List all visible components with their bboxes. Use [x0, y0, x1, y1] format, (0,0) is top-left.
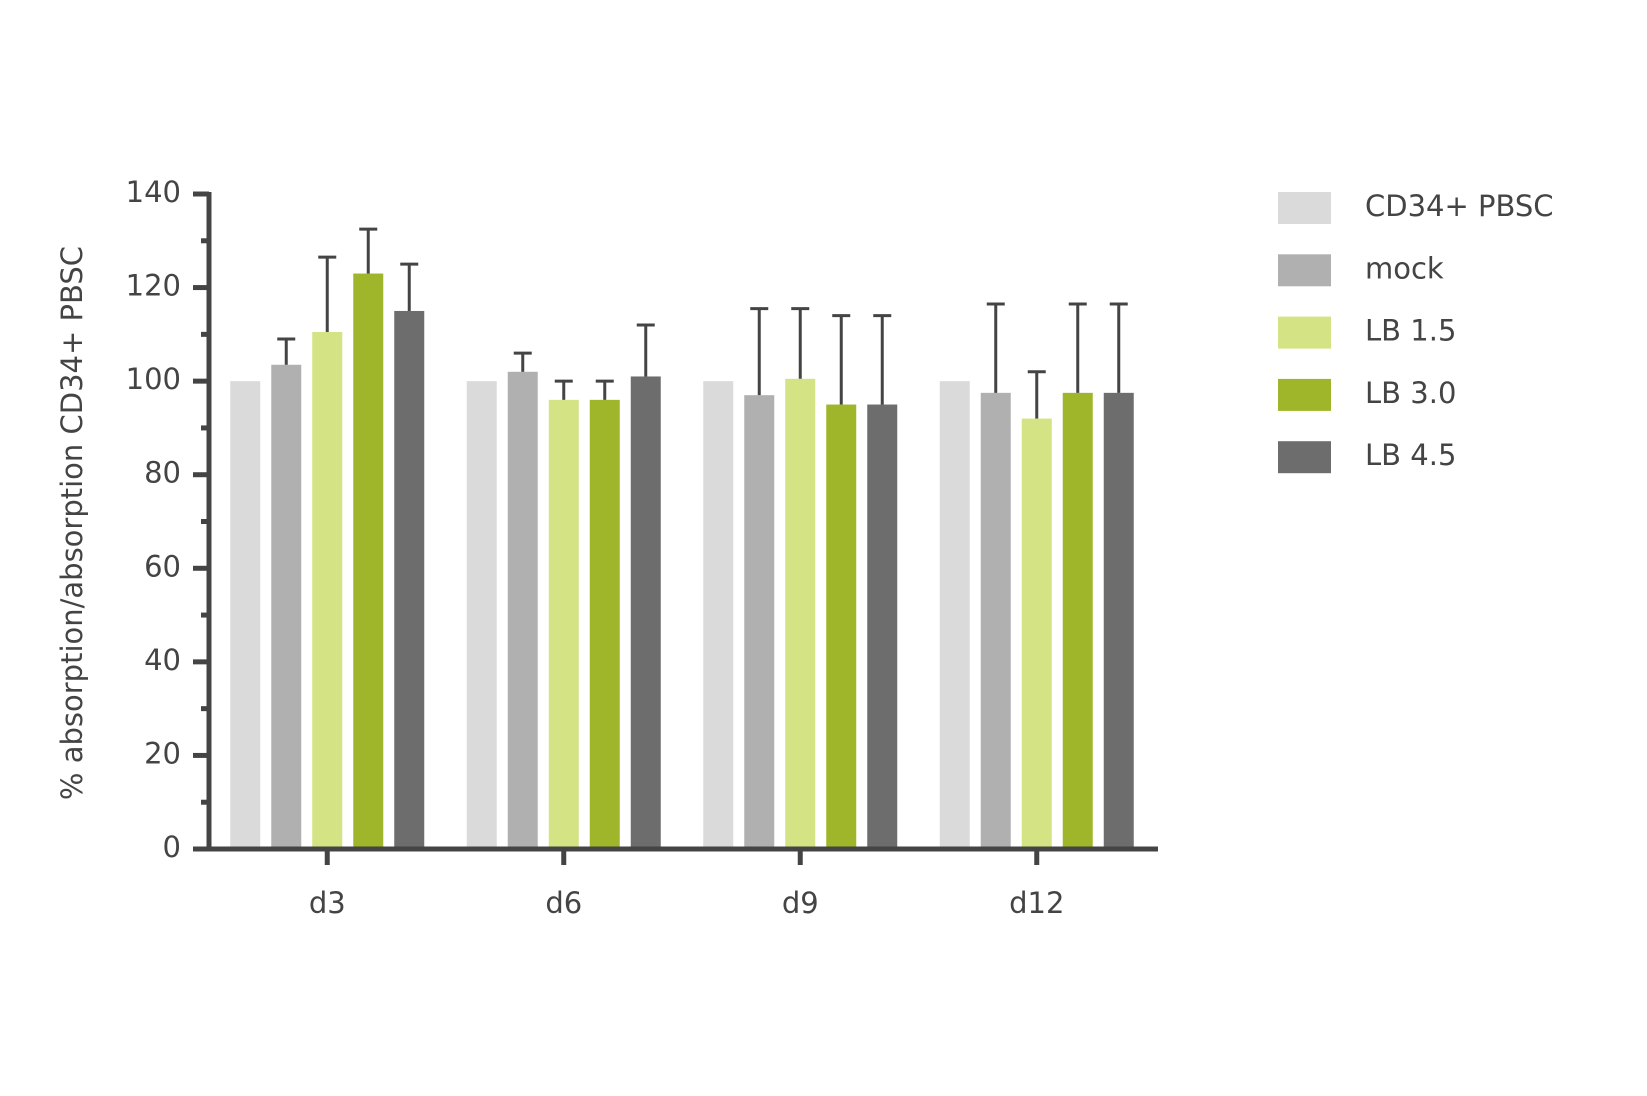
y-tick-label: 40 — [144, 643, 181, 677]
bar — [703, 381, 734, 849]
bar — [394, 310, 425, 849]
x-tick-label: d6 — [545, 886, 582, 920]
bar — [1021, 418, 1052, 849]
y-tick-label: 20 — [144, 736, 181, 770]
legend-label: mock — [1365, 251, 1444, 285]
bar — [980, 392, 1011, 849]
bar — [507, 371, 538, 849]
bar — [1103, 392, 1134, 849]
bar — [744, 395, 775, 849]
y-tick-label: 140 — [126, 175, 181, 209]
bar — [353, 273, 384, 849]
legend-label: LB 3.0 — [1365, 376, 1456, 410]
x-tick-label: d3 — [309, 886, 346, 920]
y-tick-label: 100 — [126, 362, 181, 396]
legend-swatch — [1278, 254, 1331, 287]
bar — [466, 381, 497, 849]
bar — [271, 364, 302, 849]
bar — [630, 376, 661, 849]
bar — [548, 399, 579, 849]
legend-swatch — [1278, 441, 1331, 474]
bar — [826, 404, 857, 849]
bar — [589, 399, 620, 849]
x-tick-label: d9 — [782, 886, 819, 920]
bar — [939, 381, 970, 849]
y-axis-label: % absorption/absorption CD34+ PBSC — [55, 246, 89, 800]
legend-swatch — [1278, 316, 1331, 349]
y-tick-label: 0 — [163, 830, 181, 864]
legend-label: LB 4.5 — [1365, 438, 1456, 472]
y-tick-label: 60 — [144, 549, 181, 583]
bar — [312, 332, 343, 850]
legend-label: LB 1.5 — [1365, 314, 1456, 348]
bar — [230, 381, 261, 849]
legend-swatch — [1278, 192, 1331, 224]
y-tick-label: 80 — [144, 456, 181, 490]
bar — [867, 404, 898, 849]
bar — [1062, 392, 1093, 849]
legend-swatch — [1278, 378, 1331, 411]
legend-label: CD34+ PBSC — [1365, 189, 1554, 223]
y-tick-label: 120 — [126, 269, 181, 303]
bar — [785, 378, 816, 849]
x-tick-label: d12 — [1009, 886, 1064, 920]
